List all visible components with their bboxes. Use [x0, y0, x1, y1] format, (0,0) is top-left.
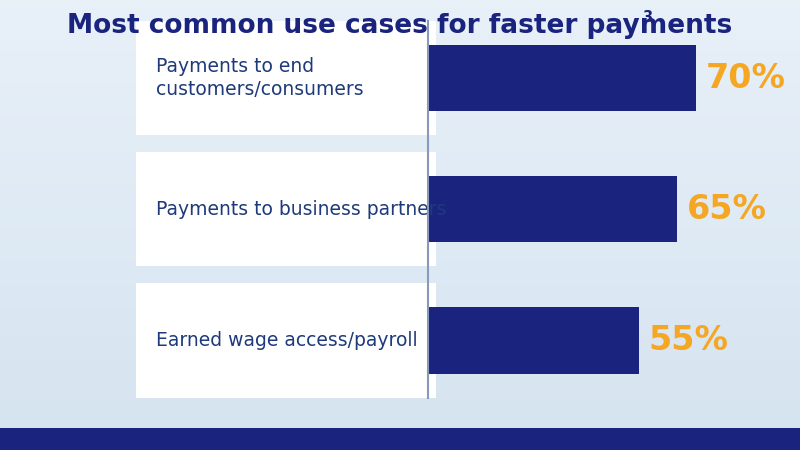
Text: Earned wage access/payroll: Earned wage access/payroll	[156, 331, 418, 350]
Bar	[0, 310, 800, 318]
Bar	[0, 276, 800, 284]
Bar	[0, 42, 800, 50]
FancyBboxPatch shape	[428, 307, 638, 374]
Bar	[0, 326, 800, 335]
Bar	[0, 351, 800, 360]
Bar	[0, 260, 800, 268]
Bar	[0, 17, 800, 25]
Bar	[0, 410, 800, 418]
Bar	[0, 84, 800, 92]
Bar	[0, 226, 800, 234]
Bar	[0, 243, 800, 251]
Text: 55%: 55%	[648, 324, 728, 357]
Bar	[0, 134, 800, 142]
Bar	[0, 234, 800, 243]
Bar	[0, 109, 800, 117]
Bar	[0, 385, 800, 393]
FancyBboxPatch shape	[428, 45, 696, 111]
FancyBboxPatch shape	[136, 283, 436, 398]
Bar	[0, 393, 800, 402]
Bar	[0, 284, 800, 293]
Bar	[0, 193, 800, 201]
Bar	[0, 335, 800, 343]
Bar	[0, 9, 800, 17]
Bar	[0, 58, 800, 67]
Bar	[0, 142, 800, 151]
Bar	[0, 201, 800, 209]
Bar	[0, 159, 800, 167]
Bar	[0, 251, 800, 260]
FancyBboxPatch shape	[428, 176, 677, 243]
Bar	[0, 151, 800, 159]
Bar	[0, 360, 800, 368]
Bar	[0, 318, 800, 326]
Bar	[0, 218, 800, 226]
Bar	[0, 368, 800, 377]
Bar	[0, 302, 800, 310]
Text: 3: 3	[643, 10, 654, 26]
Bar	[0, 167, 800, 176]
Bar	[0, 293, 800, 302]
Text: Payments to business partners: Payments to business partners	[156, 200, 446, 219]
Bar	[0, 209, 800, 218]
Bar	[0, 377, 800, 385]
Text: 65%: 65%	[686, 193, 766, 226]
Bar	[0, 75, 800, 84]
Text: Most common use cases for faster payments: Most common use cases for faster payment…	[67, 13, 733, 39]
Bar	[0, 25, 800, 33]
Text: 70%: 70%	[706, 62, 786, 94]
Bar	[0, 117, 800, 126]
Bar	[0, 402, 800, 410]
FancyBboxPatch shape	[136, 21, 436, 135]
FancyBboxPatch shape	[136, 152, 436, 266]
Text: Payments to end
customers/consumers: Payments to end customers/consumers	[156, 57, 364, 99]
Bar	[0, 184, 800, 193]
Bar	[0, 0, 800, 9]
Bar	[0, 126, 800, 134]
Bar	[0, 343, 800, 351]
Bar	[0, 268, 800, 276]
Bar	[0, 67, 800, 75]
Bar	[0, 176, 800, 184]
Bar	[0, 92, 800, 100]
Bar	[0, 50, 800, 58]
Bar	[0, 33, 800, 42]
Bar	[0, 100, 800, 109]
